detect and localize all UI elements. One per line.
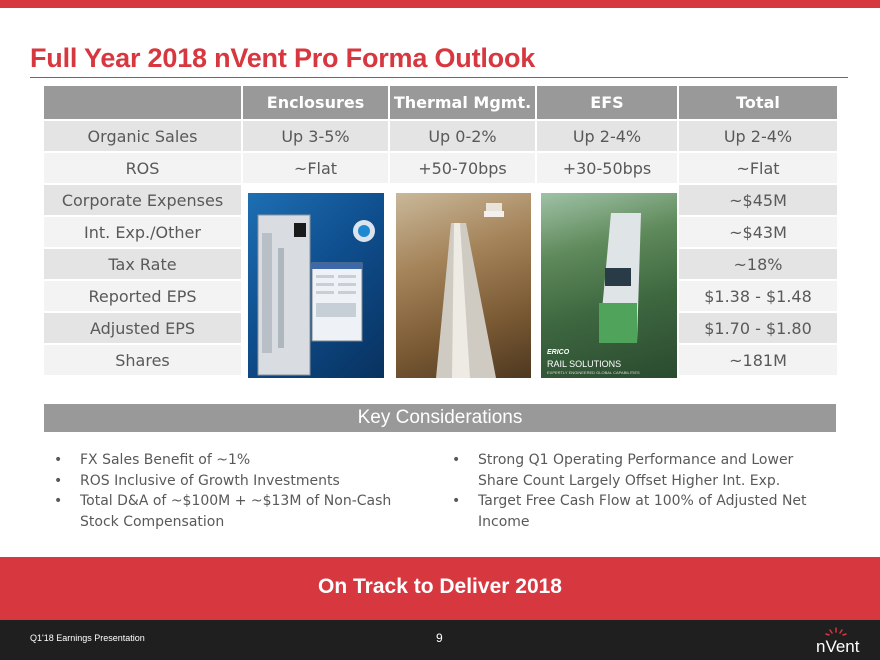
header-blank-cell	[44, 86, 241, 119]
list-item: • Target Free Cash Flow at 100% of Adjust…	[450, 491, 830, 532]
cell-total: ~18%	[679, 249, 837, 279]
bullet-icon: •	[54, 472, 63, 489]
cell-enclosures: Up 3-5%	[243, 121, 388, 151]
list-item-text: Strong Q1 Operating Performance and Lowe…	[478, 452, 794, 489]
cell-total: Up 2-4%	[679, 121, 837, 151]
row-label: Shares	[44, 345, 241, 375]
list-item: • Total D&A of ~$100M + ~$13M of Non-Cash…	[52, 491, 402, 532]
row-label: Int. Exp./Other	[44, 217, 241, 247]
cell-enclosures: ~Flat	[243, 153, 388, 183]
header-total: Total	[679, 86, 837, 119]
top-accent-bar	[0, 0, 880, 8]
key-considerations-heading: Key Considerations	[44, 404, 836, 432]
header-thermal: Thermal Mgmt.	[390, 86, 535, 119]
on-track-banner: On Track to Deliver 2018	[0, 557, 880, 620]
considerations-right-list: • Strong Q1 Operating Performance and Low…	[450, 450, 830, 532]
cell-total: ~$43M	[679, 217, 837, 247]
bullet-icon: •	[54, 452, 63, 468]
cell-efs: Up 2-4%	[537, 121, 677, 151]
header-enclosures: Enclosures	[243, 86, 388, 119]
page-number: 9	[436, 631, 443, 645]
thermal-photo	[396, 193, 531, 378]
title-divider	[30, 77, 848, 78]
cell-thermal: Up 0-2%	[390, 121, 535, 151]
list-item: • FX Sales Benefit of ~1%	[52, 450, 402, 471]
footer-presentation-title: Q1'18 Earnings Presentation	[30, 633, 145, 643]
rail-photo: ERICO RAIL SOLUTIONS EXPERTLY ENGINEERED…	[541, 193, 677, 378]
cell-thermal: +50-70bps	[390, 153, 535, 183]
row-label: ROS	[44, 153, 241, 183]
header-efs: EFS	[537, 86, 677, 119]
list-item-text: FX Sales Benefit of ~1%	[80, 452, 251, 468]
train-illustration	[599, 213, 641, 343]
table-row: ROS ~Flat +50-70bps +30-50bps ~Flat	[44, 153, 837, 183]
slide-title: Full Year 2018 nVent Pro Forma Outlook	[30, 43, 536, 73]
nvent-logo-icon	[825, 627, 847, 636]
footer-bar	[0, 620, 880, 660]
cell-total: $1.38 - $1.48	[679, 281, 837, 311]
row-label: Corporate Expenses	[44, 185, 241, 215]
row-label: Adjusted EPS	[44, 313, 241, 343]
bullet-icon: •	[452, 452, 461, 468]
cell-total: ~$45M	[679, 185, 837, 215]
bullet-icon: •	[54, 493, 63, 509]
enclosure-illustration	[257, 214, 375, 376]
enclosures-photo	[248, 193, 384, 378]
considerations-left-list: • FX Sales Benefit of ~1% • ROS Inclusive …	[52, 450, 402, 532]
row-label: Reported EPS	[44, 281, 241, 311]
list-item: • Strong Q1 Operating Performance and Low…	[450, 450, 830, 491]
cell-efs: +30-50bps	[537, 153, 677, 183]
list-item-text: Target Free Cash Flow at 100% of Adjuste…	[478, 493, 807, 530]
rail-brand: ERICO	[547, 349, 570, 356]
cell-total: $1.70 - $1.80	[679, 313, 837, 343]
rail-subcaption: EXPERTLY ENGINEERED GLOBAL CAPABILITIES	[547, 370, 640, 375]
table-header-row: Enclosures Thermal Mgmt. EFS Total	[44, 86, 837, 119]
row-label: Organic Sales	[44, 121, 241, 151]
rail-caption: RAIL SOLUTIONS	[547, 359, 622, 369]
list-item-text: Total D&A of ~$100M + ~$13M of Non-Cash …	[80, 493, 392, 530]
bullet-icon: •	[452, 493, 461, 509]
cell-total: ~181M	[679, 345, 837, 375]
nvent-logo-text: nVent	[816, 637, 860, 656]
table-row: Organic Sales Up 3-5% Up 0-2% Up 2-4% Up…	[44, 121, 837, 151]
pipeline-illustration	[436, 203, 504, 378]
cell-total: ~Flat	[679, 153, 837, 183]
list-item-text: ROS Inclusive of Growth Investments	[80, 472, 340, 489]
row-label: Tax Rate	[44, 249, 241, 279]
list-item: • ROS Inclusive of Growth Investments	[52, 471, 402, 492]
